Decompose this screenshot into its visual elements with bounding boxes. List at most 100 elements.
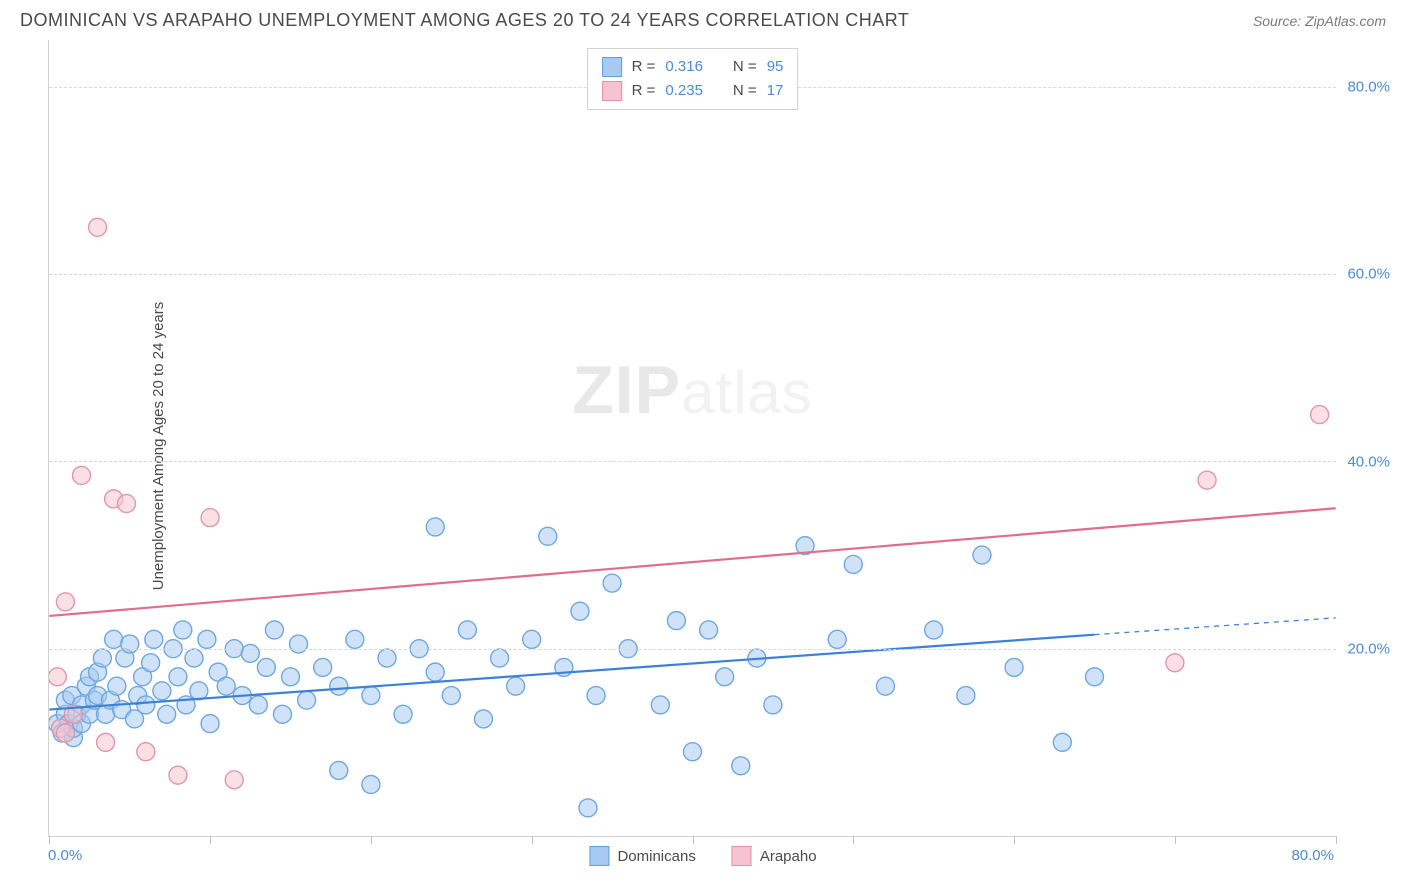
legend-item: Arapaho [732, 846, 817, 866]
trend-line-extrapolated [1094, 618, 1335, 635]
scatter-point [1311, 406, 1329, 424]
scatter-point [137, 743, 155, 761]
scatter-point [169, 766, 187, 784]
scatter-point [201, 715, 219, 733]
gridline [49, 274, 1336, 275]
scatter-point [925, 621, 943, 639]
scatter-point [169, 668, 187, 686]
x-tick [371, 836, 372, 844]
scatter-point [153, 682, 171, 700]
series-legend: Dominicans Arapaho [589, 846, 816, 866]
scatter-point [56, 724, 74, 742]
x-tick [853, 836, 854, 844]
x-axis-max-label: 80.0% [1291, 847, 1334, 864]
scatter-point [603, 574, 621, 592]
scatter-point [362, 687, 380, 705]
scatter-point [442, 687, 460, 705]
x-tick [1336, 836, 1337, 844]
x-axis-min-label: 0.0% [48, 847, 82, 864]
scatter-point [174, 621, 192, 639]
x-tick [693, 836, 694, 844]
legend-swatch [602, 57, 622, 77]
scatter-point [282, 668, 300, 686]
scatter-point [330, 761, 348, 779]
scatter-point [346, 630, 364, 648]
scatter-point [257, 658, 275, 676]
scatter-point [764, 696, 782, 714]
scatter-point [474, 710, 492, 728]
n-value: 17 [767, 79, 784, 103]
scatter-point [201, 509, 219, 527]
scatter-point [249, 696, 267, 714]
scatter-point [298, 691, 316, 709]
y-tick-label: 20.0% [1347, 641, 1390, 658]
n-value: 95 [767, 55, 784, 79]
x-tick [1175, 836, 1176, 844]
scatter-point [185, 649, 203, 667]
scatter-point [571, 602, 589, 620]
legend-label: Dominicans [617, 848, 695, 865]
scatter-point [362, 776, 380, 794]
legend-label: Arapaho [760, 848, 817, 865]
y-tick-label: 60.0% [1347, 266, 1390, 283]
legend-swatch [602, 81, 622, 101]
scatter-point [93, 649, 111, 667]
scatter-point [957, 687, 975, 705]
scatter-point [121, 635, 139, 653]
r-label: R = [632, 79, 656, 103]
scatter-point [828, 630, 846, 648]
scatter-point [579, 799, 597, 817]
scatter-point [158, 705, 176, 723]
scatter-point [1166, 654, 1184, 672]
scatter-point [145, 630, 163, 648]
scatter-point [667, 612, 685, 630]
scatter-point [716, 668, 734, 686]
legend-swatch [732, 846, 752, 866]
scatter-point [491, 649, 509, 667]
scatter-point [137, 696, 155, 714]
scatter-point [426, 663, 444, 681]
scatter-point [142, 654, 160, 672]
scatter-point [700, 621, 718, 639]
chart-title: DOMINICAN VS ARAPAHO UNEMPLOYMENT AMONG … [20, 10, 909, 31]
x-tick [1014, 836, 1015, 844]
y-tick-label: 40.0% [1347, 453, 1390, 470]
scatter-point [458, 621, 476, 639]
gridline [49, 649, 1336, 650]
scatter-point [108, 677, 126, 695]
n-label: N = [733, 79, 757, 103]
scatter-point [1005, 658, 1023, 676]
legend-row: R = 0.235 N = 17 [602, 79, 784, 103]
scatter-point [118, 495, 136, 513]
legend-row: R = 0.316 N = 95 [602, 55, 784, 79]
scatter-point [378, 649, 396, 667]
scatter-point [72, 466, 90, 484]
scatter-point [587, 687, 605, 705]
scatter-point [56, 593, 74, 611]
x-tick [532, 836, 533, 844]
x-tick [210, 836, 211, 844]
scatter-point [290, 635, 308, 653]
source-attribution: Source: ZipAtlas.com [1253, 13, 1386, 29]
scatter-point [973, 546, 991, 564]
scatter-point [314, 658, 332, 676]
scatter-point [394, 705, 412, 723]
scatter-point [523, 630, 541, 648]
scatter-point [273, 705, 291, 723]
scatter-point [1053, 733, 1071, 751]
scatter-point [217, 677, 235, 695]
scatter-point [844, 555, 862, 573]
scatter-point [426, 518, 444, 536]
scatter-point [732, 757, 750, 775]
scatter-point [89, 218, 107, 236]
scatter-point [1086, 668, 1104, 686]
scatter-point [105, 630, 123, 648]
scatter-point [539, 527, 557, 545]
scatter-point [198, 630, 216, 648]
scatter-point [684, 743, 702, 761]
correlation-legend: R = 0.316 N = 95 R = 0.235 N = 17 [587, 48, 799, 110]
y-tick-label: 80.0% [1347, 78, 1390, 95]
scatter-point [49, 668, 66, 686]
scatter-point [265, 621, 283, 639]
scatter-point [876, 677, 894, 695]
